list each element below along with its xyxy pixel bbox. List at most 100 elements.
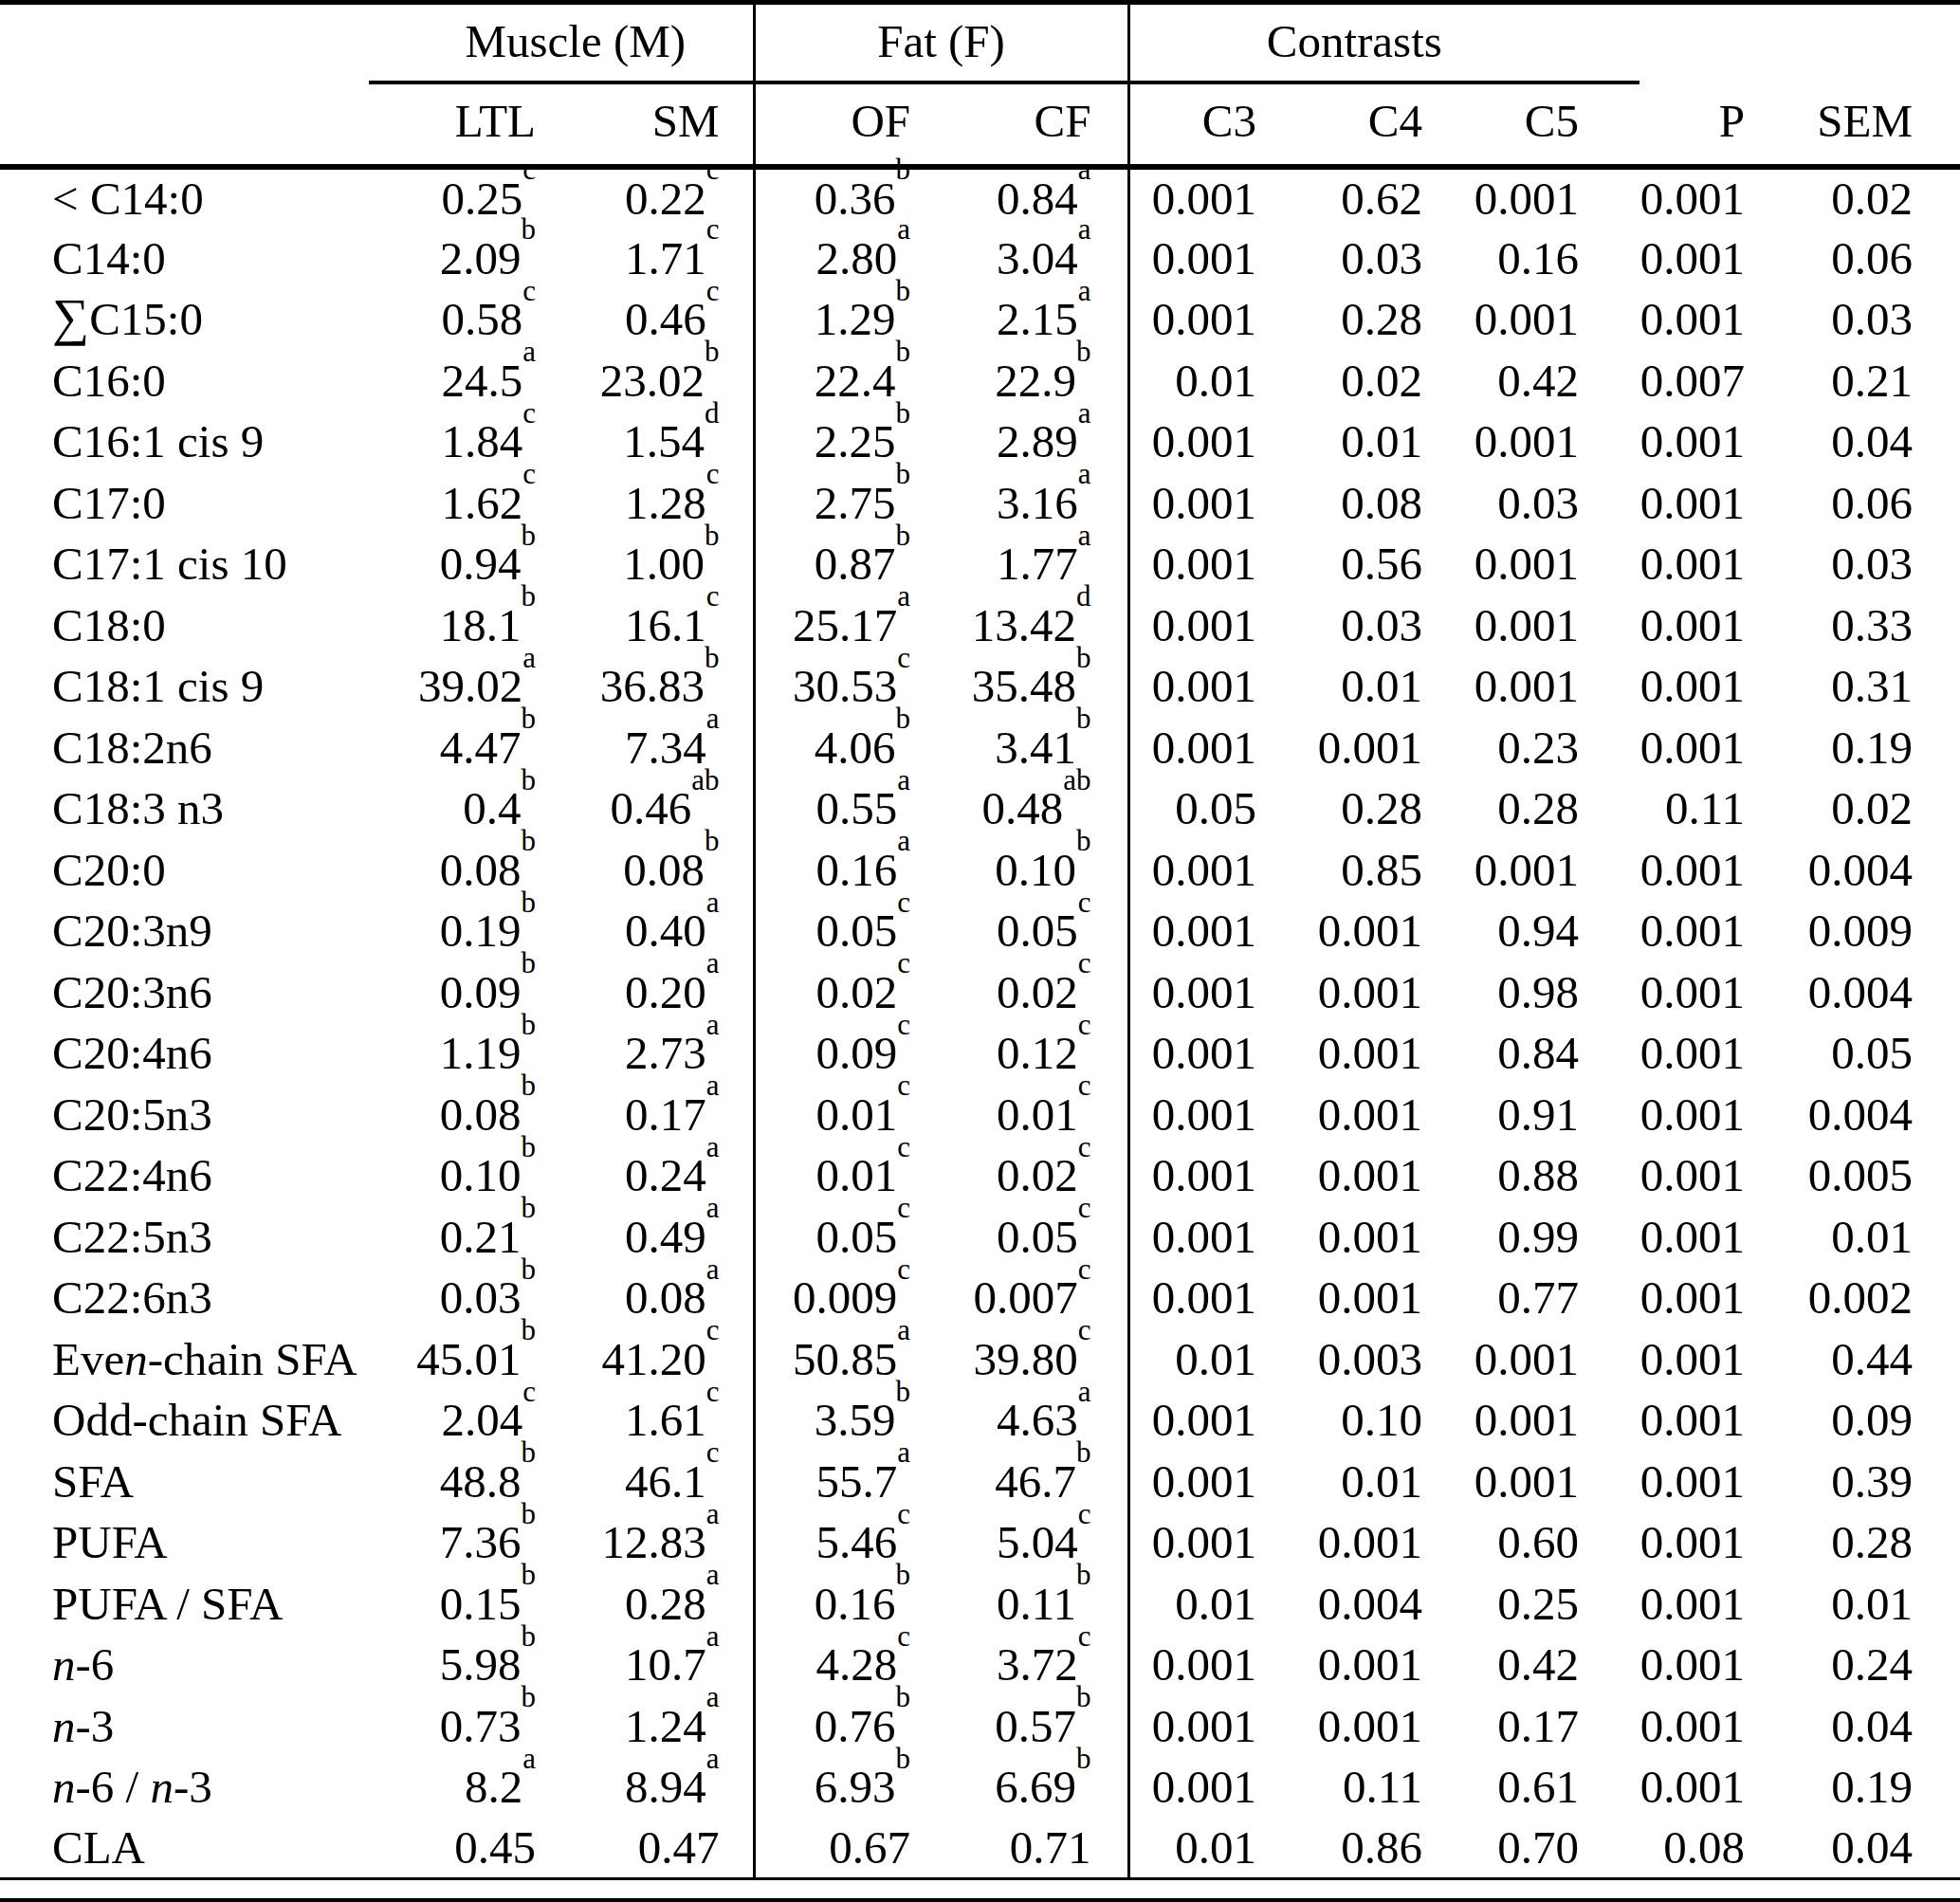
significance-superscript: b [522,1497,537,1530]
value-text: 0.39 [1831,1455,1913,1508]
value-cell: 0.005 [1745,1145,1960,1207]
significance-superscript: a [897,824,910,857]
value-text: 0.03 [440,1271,522,1324]
fatty-acid-label: C22:4n6 [0,1145,398,1207]
value-cell: 0.001 [1579,472,1745,534]
col-header-c4: C4 [1256,79,1422,167]
value-cell: 0.001 [1579,1390,1745,1452]
table-row: C18:3 n30.4b0.46ab0.55a0.48ab0.050.280.2… [0,778,1960,840]
value-cell: 0.98 [1422,961,1579,1023]
significance-superscript: b [896,1558,911,1591]
significance-superscript: b [522,1680,537,1713]
significance-superscript: c [522,396,536,430]
value-text: 0.73 [440,1700,522,1752]
significance-superscript: b [522,946,537,979]
value-cell: 0.10 [1256,1390,1422,1452]
significance-superscript: b [522,579,537,613]
value-text: 16.1 [625,599,706,651]
value-text: 0.4 [463,782,521,834]
significance-superscript: c [706,1375,720,1408]
value-text: 1.19 [440,1027,522,1079]
value-cell: 0.71 [910,1818,1128,1879]
value-cell: 0.01c [754,1145,910,1207]
value-cell: 0.01 [1256,656,1422,718]
value-text: 2.15 [997,293,1078,345]
value-cell: 0.20a [536,961,754,1023]
value-cell: 0.03 [1256,594,1422,656]
value-cell: 0.11 [1579,778,1745,840]
value-text: 0.04 [1831,415,1913,467]
value-text: 0.001 [1640,1394,1745,1446]
value-text: 0.05 [1175,782,1256,834]
value-cell: 0.001 [1128,717,1256,778]
value-cell: 0.08 [1579,1818,1745,1879]
value-text: 0.01 [1175,1333,1256,1385]
value-text: 0.01 [816,1149,898,1201]
value-text: 0.21 [1831,355,1913,407]
value-text: 12.83 [602,1516,706,1568]
value-text: 0.45 [454,1821,536,1874]
significance-superscript: b [1076,1742,1091,1775]
value-cell: 41.20c [536,1328,754,1390]
significance-superscript: b [522,1191,537,1224]
value-cell: 0.47 [536,1818,754,1879]
significance-superscript: b [705,824,720,857]
value-cell: 0.001 [1422,1390,1579,1452]
value-cell: 5.98b [398,1635,536,1696]
value-cell: 0.56 [1256,534,1422,595]
value-cell: 0.001 [1256,1268,1422,1329]
value-text: 0.62 [1341,173,1422,225]
significance-superscript: d [1076,579,1091,613]
value-text: 0.21 [440,1211,522,1263]
value-cell: 0.12c [910,1023,1128,1085]
col-group-fat: Fat (F) [754,3,1128,79]
significance-superscript: b [522,886,537,919]
significance-superscript: a [897,579,910,613]
fatty-acid-label: C20:4n6 [0,1023,398,1085]
table-row: n-30.73b1.24a0.76b0.57b0.0010.0010.170.0… [0,1695,1960,1757]
value-cell: 0.001 [1579,656,1745,718]
table-row: < C14:00.25c0.22c0.36b0.84a0.0010.620.00… [0,167,1960,229]
value-cell: 0.001 [1422,411,1579,473]
value-cell: 0.03 [1745,289,1960,351]
value-text: 0.19 [1831,1761,1913,1813]
value-cell: 0.24a [536,1145,754,1207]
significance-superscript: b [1076,702,1091,735]
value-cell: 2.04c [398,1390,536,1452]
value-text: 0.01 [1831,1578,1913,1630]
significance-superscript: b [896,1375,911,1408]
value-cell: 0.007c [910,1268,1128,1329]
significance-superscript: c [706,153,720,186]
bottom-double-rule [0,1898,1960,1902]
empty-group-cell-p [1579,3,1745,79]
value-text: 23.02 [600,355,705,407]
value-text: 41.20 [602,1333,706,1385]
value-cell: 3.04a [910,228,1128,289]
value-cell: 0.02c [910,1145,1128,1207]
value-text: 0.05 [997,1211,1078,1263]
value-text: 0.004 [1808,1088,1913,1141]
significance-superscript: b [522,763,537,796]
value-text: 0.01 [1175,1578,1256,1630]
significance-superscript: a [706,1619,720,1653]
fatty-acid-label: C18:2n6 [0,717,398,778]
significance-superscript: a [706,1497,720,1530]
group-header-rule [369,81,1639,84]
value-text: 0.01 [1341,1455,1422,1508]
value-text: 0.001 [1152,1761,1256,1813]
value-text: 4.47 [440,722,522,774]
value-cell: 1.71c [536,228,754,289]
value-cell: 5.04c [910,1512,1128,1574]
table-row: C20:3n60.09b0.20a0.02c0.02c0.0010.0010.9… [0,961,1960,1023]
value-text: 0.001 [1640,173,1745,225]
value-text: 0.33 [1831,599,1913,651]
fatty-acid-label: C18:1 cis 9 [0,656,398,718]
value-cell: 0.001 [1579,717,1745,778]
value-cell: 0.001 [1128,534,1256,595]
col-header-ltl: LTL [398,79,536,167]
significance-superscript: c [706,579,720,613]
table-row: C20:00.08b0.08b0.16a0.10b0.0010.850.0010… [0,839,1960,901]
value-cell: 0.67 [754,1818,910,1879]
value-cell: 0.001 [1128,1268,1256,1329]
value-text: 0.10 [1341,1394,1422,1446]
